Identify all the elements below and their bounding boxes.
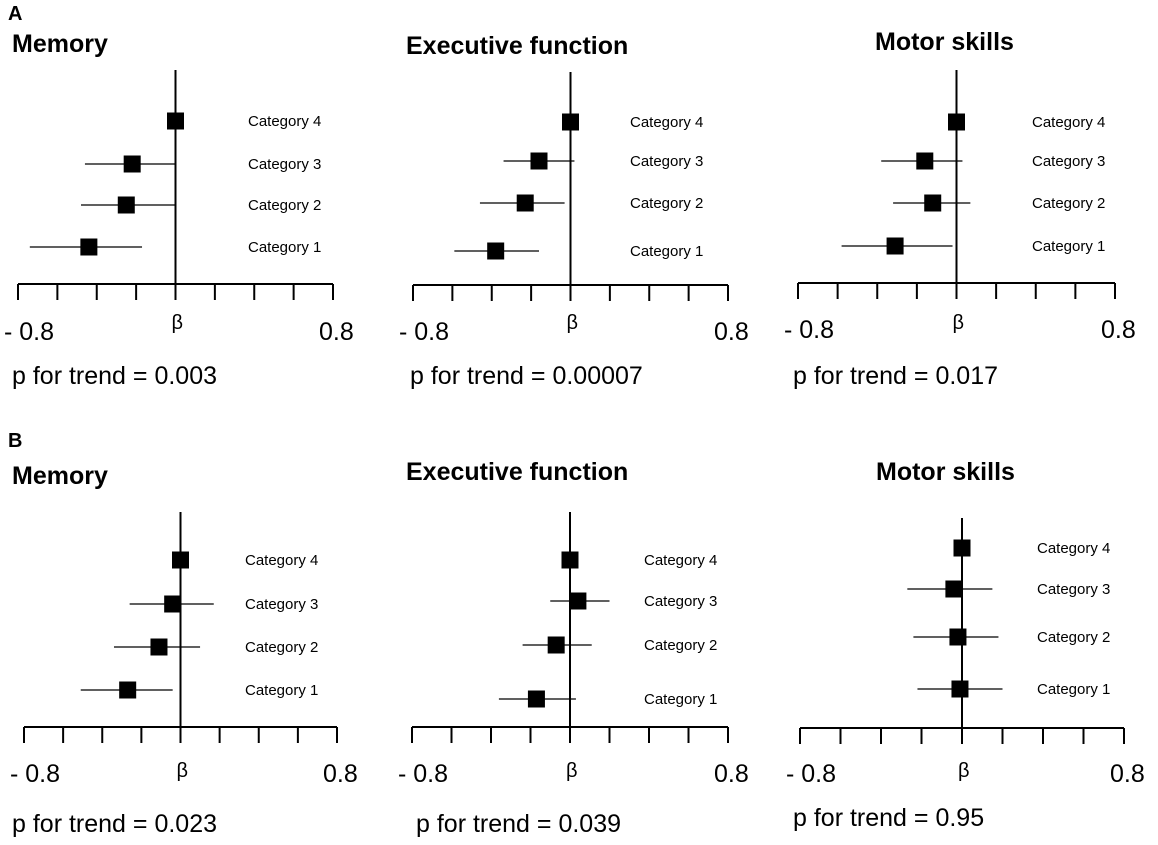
x-axis-label: β bbox=[171, 312, 184, 334]
x-tick-label-min: - 0.8 bbox=[4, 318, 55, 346]
category-label: Category 3 bbox=[248, 156, 321, 173]
x-axis-label: β bbox=[566, 760, 578, 782]
chart-title: Memory bbox=[12, 462, 108, 490]
x-tick-label-min: - 0.8 bbox=[784, 316, 835, 344]
point-estimate bbox=[123, 155, 141, 173]
p-for-trend: p for trend = 0.95 bbox=[793, 804, 985, 832]
category-label: Category 4 bbox=[245, 552, 318, 569]
x-axis-label: β bbox=[952, 312, 965, 334]
point-estimate bbox=[547, 636, 565, 654]
x-tick-label-min: - 0.8 bbox=[399, 318, 450, 346]
category-label: Category 2 bbox=[644, 637, 717, 654]
category-label: Category 3 bbox=[1032, 153, 1105, 170]
category-label: Category 4 bbox=[1032, 114, 1105, 131]
category-label: Category 3 bbox=[245, 596, 318, 613]
point-estimate bbox=[949, 628, 967, 646]
point-estimate bbox=[948, 113, 965, 131]
x-tick-label-min: - 0.8 bbox=[10, 760, 61, 788]
category-label: Category 2 bbox=[245, 639, 318, 656]
x-tick-label-max: 0.8 bbox=[1101, 316, 1136, 344]
x-tick-label-max: 0.8 bbox=[714, 760, 749, 788]
chart-title: Memory bbox=[12, 30, 108, 58]
point-estimate bbox=[527, 690, 545, 708]
x-axis-label: β bbox=[566, 312, 579, 334]
point-estimate bbox=[886, 237, 904, 255]
x-tick-label-min: - 0.8 bbox=[398, 760, 449, 788]
x-axis-label: β bbox=[176, 760, 189, 782]
category-label: Category 3 bbox=[630, 153, 703, 170]
x-tick-label-max: 0.8 bbox=[319, 318, 354, 346]
category-label: Category 1 bbox=[245, 682, 318, 699]
point-estimate bbox=[516, 194, 534, 212]
category-label: Category 1 bbox=[644, 691, 717, 708]
category-label: Category 1 bbox=[1037, 681, 1110, 698]
point-estimate bbox=[953, 539, 971, 557]
point-estimate bbox=[80, 238, 98, 256]
p-for-trend: p for trend = 0.003 bbox=[12, 362, 218, 390]
x-tick-label-max: 0.8 bbox=[714, 318, 749, 346]
point-estimate bbox=[569, 592, 587, 610]
chart-title: Motor skills bbox=[875, 28, 1014, 56]
category-label: Category 4 bbox=[630, 114, 703, 131]
category-label: Category 4 bbox=[1037, 540, 1110, 557]
point-estimate bbox=[167, 112, 184, 130]
point-estimate bbox=[150, 638, 168, 656]
point-estimate bbox=[487, 242, 505, 260]
category-label: Category 2 bbox=[1037, 629, 1110, 646]
category-label: Category 2 bbox=[1032, 195, 1105, 212]
p-for-trend: p for trend = 0.00007 bbox=[410, 362, 643, 390]
point-estimate bbox=[562, 113, 579, 131]
x-tick-label-max: 0.8 bbox=[1110, 760, 1145, 788]
category-label: Category 1 bbox=[630, 243, 703, 260]
p-for-trend: p for trend = 0.017 bbox=[793, 362, 999, 390]
category-label: Category 4 bbox=[248, 113, 321, 130]
category-label: Category 1 bbox=[248, 239, 321, 256]
chart-title: Executive function bbox=[406, 32, 629, 60]
point-estimate bbox=[561, 551, 579, 569]
point-estimate bbox=[945, 580, 963, 598]
panel-letter-a: A bbox=[8, 3, 23, 25]
category-label: Category 3 bbox=[644, 593, 717, 610]
point-estimate bbox=[117, 196, 135, 214]
point-estimate bbox=[916, 152, 934, 170]
point-estimate bbox=[172, 551, 189, 569]
chart-title: Executive function bbox=[406, 458, 629, 486]
panel-letter-b: B bbox=[8, 430, 23, 452]
category-label: Category 4 bbox=[644, 552, 717, 569]
category-label: Category 3 bbox=[1037, 581, 1110, 598]
p-for-trend: p for trend = 0.039 bbox=[416, 810, 622, 838]
x-tick-label-max: 0.8 bbox=[323, 760, 358, 788]
point-estimate bbox=[119, 681, 137, 699]
category-label: Category 2 bbox=[248, 197, 321, 214]
p-for-trend: p for trend = 0.023 bbox=[12, 810, 218, 838]
point-estimate bbox=[951, 680, 969, 698]
x-axis-label: β bbox=[958, 760, 970, 782]
point-estimate bbox=[530, 152, 548, 170]
x-tick-label-min: - 0.8 bbox=[786, 760, 837, 788]
point-estimate bbox=[924, 194, 942, 212]
chart-title: Motor skills bbox=[876, 458, 1015, 486]
category-label: Category 1 bbox=[1032, 238, 1105, 255]
category-label: Category 2 bbox=[630, 195, 703, 212]
point-estimate bbox=[164, 595, 182, 613]
